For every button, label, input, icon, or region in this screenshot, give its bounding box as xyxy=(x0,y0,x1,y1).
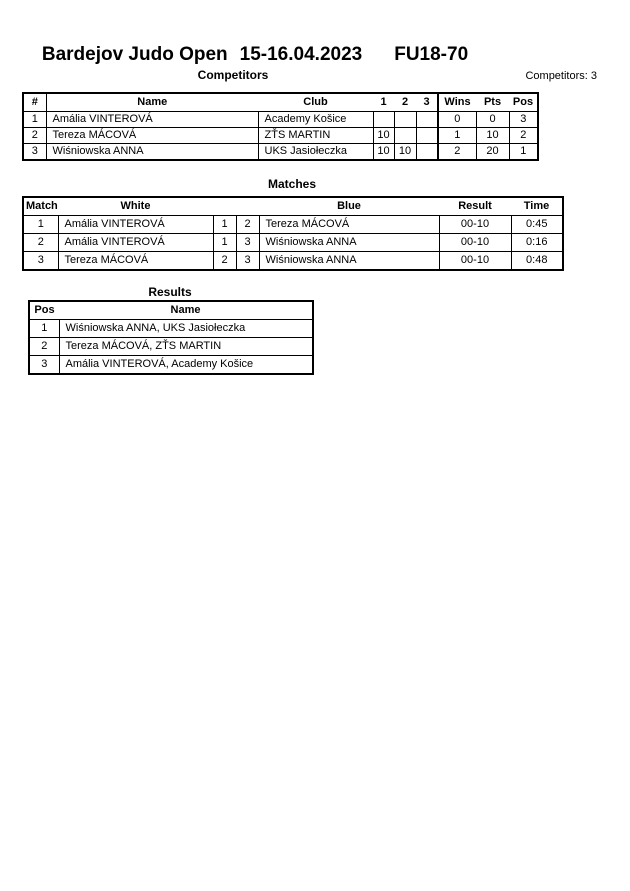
competitor-club: ZŤS MARTIN xyxy=(257,127,374,144)
competitor-name: Amália VINTEROVÁ xyxy=(45,111,259,128)
match-time: 0:48 xyxy=(510,251,564,271)
round-3-score xyxy=(415,127,439,144)
match-result: 00-10 xyxy=(438,233,512,252)
competitor-row: 1 Amália VINTEROVÁ Academy Košice 0 0 3 xyxy=(22,111,539,128)
result-name: Wiśniowska ANNA, UKS Jasiołeczka xyxy=(58,319,314,338)
competitor-wins: 1 xyxy=(437,127,477,144)
matches-col-blue-no xyxy=(236,197,259,216)
results-section-title: Results xyxy=(148,285,192,299)
match-result: 00-10 xyxy=(438,251,512,271)
matches-col-blue: Blue xyxy=(259,197,439,216)
result-position: 3 xyxy=(28,355,60,375)
white-competitor: Amália VINTEROVÁ xyxy=(57,215,214,234)
competitor-row: 2 Tereza MÁCOVÁ ZŤS MARTIN 10 1 10 2 xyxy=(22,127,539,144)
result-row: 1 Wiśniowska ANNA, UKS Jasiołeczka xyxy=(28,319,314,338)
white-competitor-number: 1 xyxy=(212,215,237,234)
match-time: 0:45 xyxy=(510,215,564,234)
competitors-col-round3: 3 xyxy=(416,93,438,112)
match-number: 1 xyxy=(22,215,59,234)
round-3-score xyxy=(415,111,439,128)
competitor-wins: 0 xyxy=(437,111,477,128)
competitors-table: # Name Club 1 2 3 Wins Pts Pos 1 Amália … xyxy=(22,92,539,161)
white-competitor: Tereza MÁCOVÁ xyxy=(57,251,214,271)
results-table: Pos Name 1 Wiśniowska ANNA, UKS Jasiołec… xyxy=(28,300,314,375)
matches-section-title: Matches xyxy=(267,177,317,191)
blue-competitor: Wiśniowska ANNA xyxy=(258,251,440,271)
competitor-pts: 0 xyxy=(475,111,510,128)
competitor-number: 3 xyxy=(22,143,47,161)
category-code: FU18-70 xyxy=(394,44,469,65)
competitors-header-row: # Name Club 1 2 3 Wins Pts Pos xyxy=(23,93,538,112)
competitor-pos: 1 xyxy=(508,143,539,161)
page-title: Bardejov Judo Open 15-16.04.2023 FU18-70 xyxy=(0,44,510,66)
blue-competitor: Tereza MÁCOVÁ xyxy=(258,215,440,234)
round-2-score: 10 xyxy=(393,143,417,161)
competitor-club: UKS Jasiołeczka xyxy=(257,143,374,161)
matches-header-row: Match White Blue Result Time xyxy=(23,197,563,216)
competitor-row: 3 Wiśniowska ANNA UKS Jasiołeczka 10 10 … xyxy=(22,143,539,161)
competitors-col-round2: 2 xyxy=(394,93,416,112)
match-row: 3 Tereza MÁCOVÁ 2 3 Wiśniowska ANNA 00-1… xyxy=(22,251,564,271)
competitors-count: Competitors: 3 xyxy=(525,70,597,82)
results-header-row: Pos Name xyxy=(29,301,313,320)
competitor-pts: 20 xyxy=(475,143,510,161)
blue-competitor-number: 3 xyxy=(235,233,260,252)
match-time: 0:16 xyxy=(510,233,564,252)
event-name: Bardejov Judo Open xyxy=(41,44,228,65)
competitors-section-title: Competitors xyxy=(197,68,269,82)
competitors-col-num: # xyxy=(23,93,47,112)
matches-col-white: White xyxy=(58,197,213,216)
competitor-name: Wiśniowska ANNA xyxy=(45,143,259,161)
round-1-score xyxy=(372,111,395,128)
round-1-score: 10 xyxy=(372,143,395,161)
competitors-col-name: Name xyxy=(46,93,258,112)
round-2-score xyxy=(393,127,417,144)
blue-competitor: Wiśniowska ANNA xyxy=(258,233,440,252)
competitor-wins: 2 xyxy=(437,143,477,161)
competitors-col-club: Club xyxy=(258,93,373,112)
event-dates: 15-16.04.2023 xyxy=(239,44,363,65)
matches-table: Match White Blue Result Time 1 Amália VI… xyxy=(22,196,564,271)
result-name: Amália VINTEROVÁ, Academy Košice xyxy=(58,355,314,375)
result-position: 2 xyxy=(28,337,60,356)
match-number: 2 xyxy=(22,233,59,252)
results-col-pos: Pos xyxy=(29,301,59,320)
results-col-name: Name xyxy=(59,301,313,320)
competitor-pos: 3 xyxy=(508,111,539,128)
matches-col-result: Result xyxy=(439,197,511,216)
matches-col-match: Match xyxy=(23,197,58,216)
result-row: 2 Tereza MÁCOVÁ, ZŤS MARTIN xyxy=(28,337,314,356)
competitors-col-pts: Pts xyxy=(476,93,509,112)
result-position: 1 xyxy=(28,319,60,338)
match-row: 2 Amália VINTEROVÁ 1 3 Wiśniowska ANNA 0… xyxy=(22,233,564,252)
match-result: 00-10 xyxy=(438,215,512,234)
competitor-pts: 10 xyxy=(475,127,510,144)
matches-col-time: Time xyxy=(511,197,563,216)
white-competitor-number: 1 xyxy=(212,233,237,252)
match-row: 1 Amália VINTEROVÁ 1 2 Tereza MÁCOVÁ 00-… xyxy=(22,215,564,234)
competitor-club: Academy Košice xyxy=(257,111,374,128)
matches-col-white-no xyxy=(213,197,236,216)
competitors-col-wins: Wins xyxy=(437,93,476,112)
competitor-name: Tereza MÁCOVÁ xyxy=(45,127,259,144)
result-row: 3 Amália VINTEROVÁ, Academy Košice xyxy=(28,355,314,375)
competitor-pos: 2 xyxy=(508,127,539,144)
blue-competitor-number: 2 xyxy=(235,215,260,234)
blue-competitor-number: 3 xyxy=(235,251,260,271)
competitor-number: 2 xyxy=(22,127,47,144)
competitors-col-round1: 1 xyxy=(373,93,394,112)
competitors-col-pos: Pos xyxy=(509,93,538,112)
result-name: Tereza MÁCOVÁ, ZŤS MARTIN xyxy=(58,337,314,356)
round-3-score xyxy=(415,143,439,161)
white-competitor-number: 2 xyxy=(212,251,237,271)
white-competitor: Amália VINTEROVÁ xyxy=(57,233,214,252)
round-1-score: 10 xyxy=(372,127,395,144)
match-number: 3 xyxy=(22,251,59,271)
round-2-score xyxy=(393,111,417,128)
competitor-number: 1 xyxy=(22,111,47,128)
